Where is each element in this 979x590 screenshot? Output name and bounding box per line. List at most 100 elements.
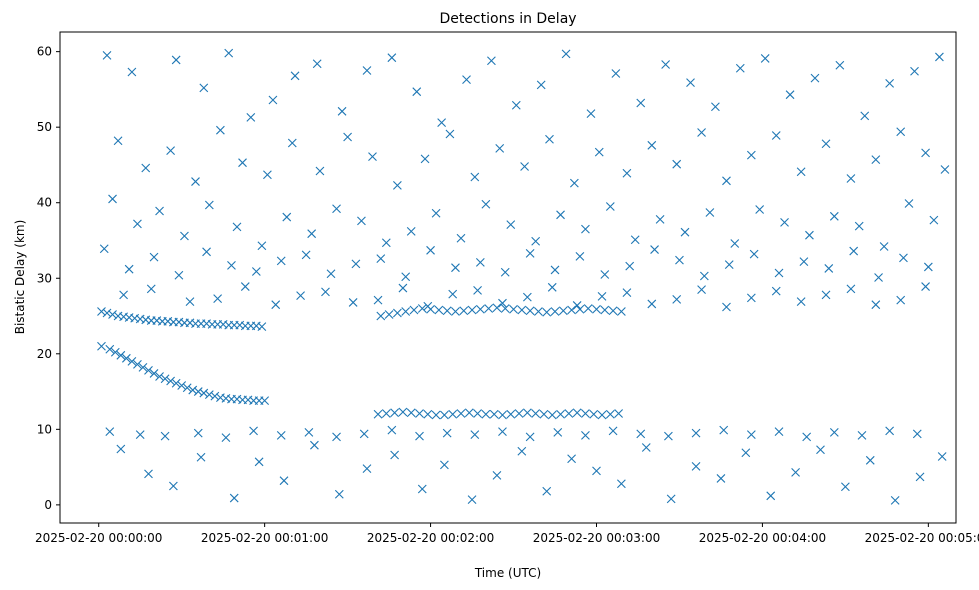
data-point: [437, 118, 447, 128]
y-tick-label: 20: [37, 347, 52, 361]
data-point: [885, 78, 895, 88]
data-point: [362, 464, 372, 474]
data-point: [473, 285, 482, 295]
data-point: [456, 409, 466, 418]
data-point: [561, 49, 571, 59]
data-point: [108, 310, 117, 319]
data-point: [381, 409, 391, 418]
data-point: [149, 252, 159, 262]
data-point: [724, 260, 734, 270]
data-point: [392, 308, 402, 318]
data-point: [434, 305, 444, 315]
data-point: [506, 409, 516, 419]
data-point: [191, 177, 200, 186]
data-point: [185, 297, 195, 307]
data-point: [376, 254, 386, 264]
data-point: [357, 216, 366, 226]
data-point: [567, 454, 576, 464]
data-point: [547, 410, 557, 420]
data-point: [213, 294, 223, 304]
data-point: [315, 166, 325, 176]
data-point: [470, 430, 480, 440]
data-point: [749, 249, 759, 259]
data-point: [771, 286, 781, 296]
data-point: [149, 369, 159, 378]
data-point: [697, 285, 706, 294]
data-point: [661, 60, 671, 69]
data-point: [874, 273, 883, 282]
data-point: [431, 410, 441, 420]
data-point: [276, 256, 286, 266]
data-point: [746, 430, 756, 440]
data-point: [415, 409, 424, 418]
data-point: [160, 374, 170, 384]
data-point: [467, 305, 477, 315]
data-point: [865, 455, 875, 465]
data-point: [362, 66, 372, 75]
data-point: [337, 106, 347, 116]
data-point: [810, 73, 820, 83]
data-point: [481, 409, 491, 419]
data-point: [254, 457, 264, 467]
data-point: [597, 291, 607, 301]
data-point: [423, 409, 433, 419]
data-point: [780, 217, 789, 227]
data-point: [921, 282, 930, 291]
data-point: [589, 409, 599, 419]
data-point: [896, 127, 906, 137]
data-point: [498, 410, 507, 420]
data-point: [310, 440, 319, 450]
data-point: [204, 390, 214, 399]
data-point: [166, 146, 176, 155]
data-point: [699, 271, 709, 281]
data-point: [227, 261, 236, 270]
data-point: [251, 267, 261, 276]
data-point: [840, 482, 850, 492]
data-point: [592, 304, 601, 314]
data-point: [193, 428, 203, 438]
x-tick-label: 2025-02-20 00:05:00: [865, 531, 979, 545]
data-point: [525, 432, 535, 442]
data-point: [188, 385, 198, 395]
data-point: [193, 387, 203, 396]
data-point: [116, 350, 126, 360]
data-point: [462, 75, 471, 84]
data-point: [359, 429, 369, 439]
data-point: [492, 303, 502, 313]
chart-title: Detections in Delay: [439, 11, 576, 27]
data-point: [760, 54, 770, 63]
data-point: [282, 212, 292, 222]
data-point: [307, 229, 317, 239]
data-point: [608, 426, 618, 436]
data-point: [133, 219, 142, 229]
data-point: [550, 265, 560, 275]
data-point: [636, 429, 646, 439]
y-tick-label: 0: [44, 498, 52, 512]
data-point: [586, 109, 596, 118]
data-point: [522, 292, 532, 302]
data-point: [616, 479, 626, 489]
data-point: [821, 139, 831, 149]
data-point: [102, 51, 112, 60]
data-point: [171, 378, 181, 388]
data-point: [110, 347, 120, 357]
y-axis-label: Bistatic Delay (km): [13, 220, 27, 335]
data-point: [113, 136, 123, 146]
data-point: [655, 214, 665, 224]
data-point: [470, 172, 480, 182]
data-point: [133, 359, 142, 369]
data-point: [672, 295, 682, 304]
data-point: [605, 202, 615, 211]
data-point: [406, 227, 416, 236]
data-point: [910, 66, 919, 76]
data-point: [102, 308, 112, 318]
data-point: [332, 432, 341, 442]
data-point: [484, 304, 494, 313]
data-point: [556, 409, 565, 419]
data-point: [567, 305, 576, 315]
data-point: [376, 311, 386, 321]
y-tick-label: 10: [37, 422, 52, 436]
data-point: [517, 446, 527, 456]
y-axis-ticks: 0 10 20 30 40 50 60: [37, 45, 60, 512]
